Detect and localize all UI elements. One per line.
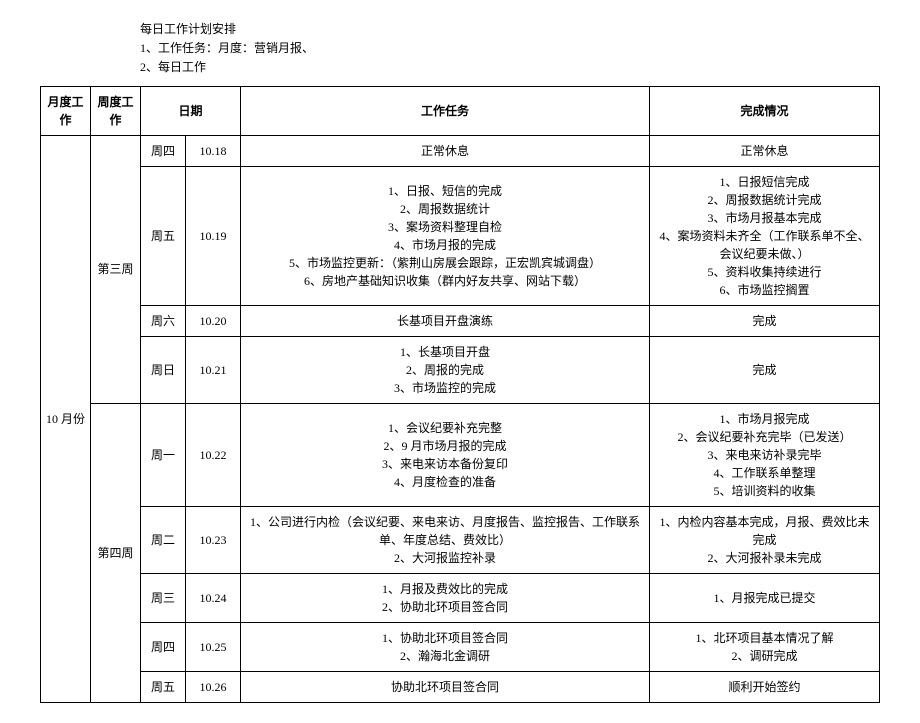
day-cell: 周五 xyxy=(141,671,186,702)
task-cell: 1、长基项目开盘 2、周报的完成 3、市场监控的完成 xyxy=(241,336,650,403)
done-cell: 完成 xyxy=(650,305,880,336)
week-cell: 第四周 xyxy=(91,403,141,702)
day-cell: 周一 xyxy=(141,403,186,506)
header-line-1: 每日工作计划安排 xyxy=(140,20,880,39)
table-row: 周三 10.24 1、月报及费效比的完成 2、协助北环项目签合同 1、月报完成已… xyxy=(41,573,880,622)
week-cell: 第三周 xyxy=(91,135,141,403)
date-cell: 10.19 xyxy=(186,166,241,305)
task-cell: 1、协助北环项目签合同 2、瀚海北金调研 xyxy=(241,622,650,671)
table-row: 周二 10.23 1、公司进行内检（会议纪要、来电来访、月度报告、监控报告、工作… xyxy=(41,506,880,573)
header-line-2: 1、工作任务：月度：营销月报、 xyxy=(140,39,880,58)
table-row: 10 月份 第三周 周四 10.18 正常休息 正常休息 xyxy=(41,135,880,166)
col-day: 日期 xyxy=(141,86,241,135)
day-cell: 周三 xyxy=(141,573,186,622)
day-cell: 周日 xyxy=(141,336,186,403)
col-task: 工作任务 xyxy=(241,86,650,135)
table-row: 周四 10.25 1、协助北环项目签合同 2、瀚海北金调研 1、北环项目基本情况… xyxy=(41,622,880,671)
task-cell: 正常休息 xyxy=(241,135,650,166)
done-cell: 1、日报短信完成 2、周报数据统计完成 3、市场月报基本完成 4、案场资料未齐全… xyxy=(650,166,880,305)
done-cell: 1、月报完成已提交 xyxy=(650,573,880,622)
table-row: 周日 10.21 1、长基项目开盘 2、周报的完成 3、市场监控的完成 完成 xyxy=(41,336,880,403)
header-line-3: 2、每日工作 xyxy=(140,58,880,77)
day-cell: 周五 xyxy=(141,166,186,305)
work-schedule-table: 月度工作 周度工作 日期 工作任务 完成情况 10 月份 第三周 周四 10.1… xyxy=(40,86,880,703)
task-cell: 1、日报、短信的完成 2、周报数据统计 3、案场资料整理自检 4、市场月报的完成… xyxy=(241,166,650,305)
date-cell: 10.20 xyxy=(186,305,241,336)
table-row: 周六 10.20 长基项目开盘演练 完成 xyxy=(41,305,880,336)
col-week: 周度工作 xyxy=(91,86,141,135)
done-cell: 1、内检内容基本完成，月报、费效比未完成 2、大河报补录未完成 xyxy=(650,506,880,573)
table-row: 第四周 周一 10.22 1、会议纪要补充完整 2、9 月市场月报的完成 3、来… xyxy=(41,403,880,506)
header-block: 每日工作计划安排 1、工作任务：月度：营销月报、 2、每日工作 xyxy=(140,20,880,78)
table-row: 周五 10.19 1、日报、短信的完成 2、周报数据统计 3、案场资料整理自检 … xyxy=(41,166,880,305)
col-done: 完成情况 xyxy=(650,86,880,135)
day-cell: 周四 xyxy=(141,622,186,671)
day-cell: 周四 xyxy=(141,135,186,166)
day-cell: 周二 xyxy=(141,506,186,573)
month-cell: 10 月份 xyxy=(41,135,91,702)
date-cell: 10.25 xyxy=(186,622,241,671)
done-cell: 正常休息 xyxy=(650,135,880,166)
task-cell: 1、会议纪要补充完整 2、9 月市场月报的完成 3、来电来访本备份复印 4、月度… xyxy=(241,403,650,506)
done-cell: 顺利开始签约 xyxy=(650,671,880,702)
date-cell: 10.22 xyxy=(186,403,241,506)
task-cell: 1、公司进行内检（会议纪要、来电来访、月度报告、监控报告、工作联系单、年度总结、… xyxy=(241,506,650,573)
date-cell: 10.18 xyxy=(186,135,241,166)
table-row: 周五 10.26 协助北环项目签合同 顺利开始签约 xyxy=(41,671,880,702)
task-cell: 长基项目开盘演练 xyxy=(241,305,650,336)
table-header-row: 月度工作 周度工作 日期 工作任务 完成情况 xyxy=(41,86,880,135)
date-cell: 10.21 xyxy=(186,336,241,403)
date-cell: 10.23 xyxy=(186,506,241,573)
col-month: 月度工作 xyxy=(41,86,91,135)
date-cell: 10.26 xyxy=(186,671,241,702)
done-cell: 1、北环项目基本情况了解 2、调研完成 xyxy=(650,622,880,671)
task-cell: 协助北环项目签合同 xyxy=(241,671,650,702)
day-cell: 周六 xyxy=(141,305,186,336)
done-cell: 1、市场月报完成 2、会议纪要补充完毕（已发送） 3、来电来访补录完毕 4、工作… xyxy=(650,403,880,506)
task-cell: 1、月报及费效比的完成 2、协助北环项目签合同 xyxy=(241,573,650,622)
date-cell: 10.24 xyxy=(186,573,241,622)
done-cell: 完成 xyxy=(650,336,880,403)
